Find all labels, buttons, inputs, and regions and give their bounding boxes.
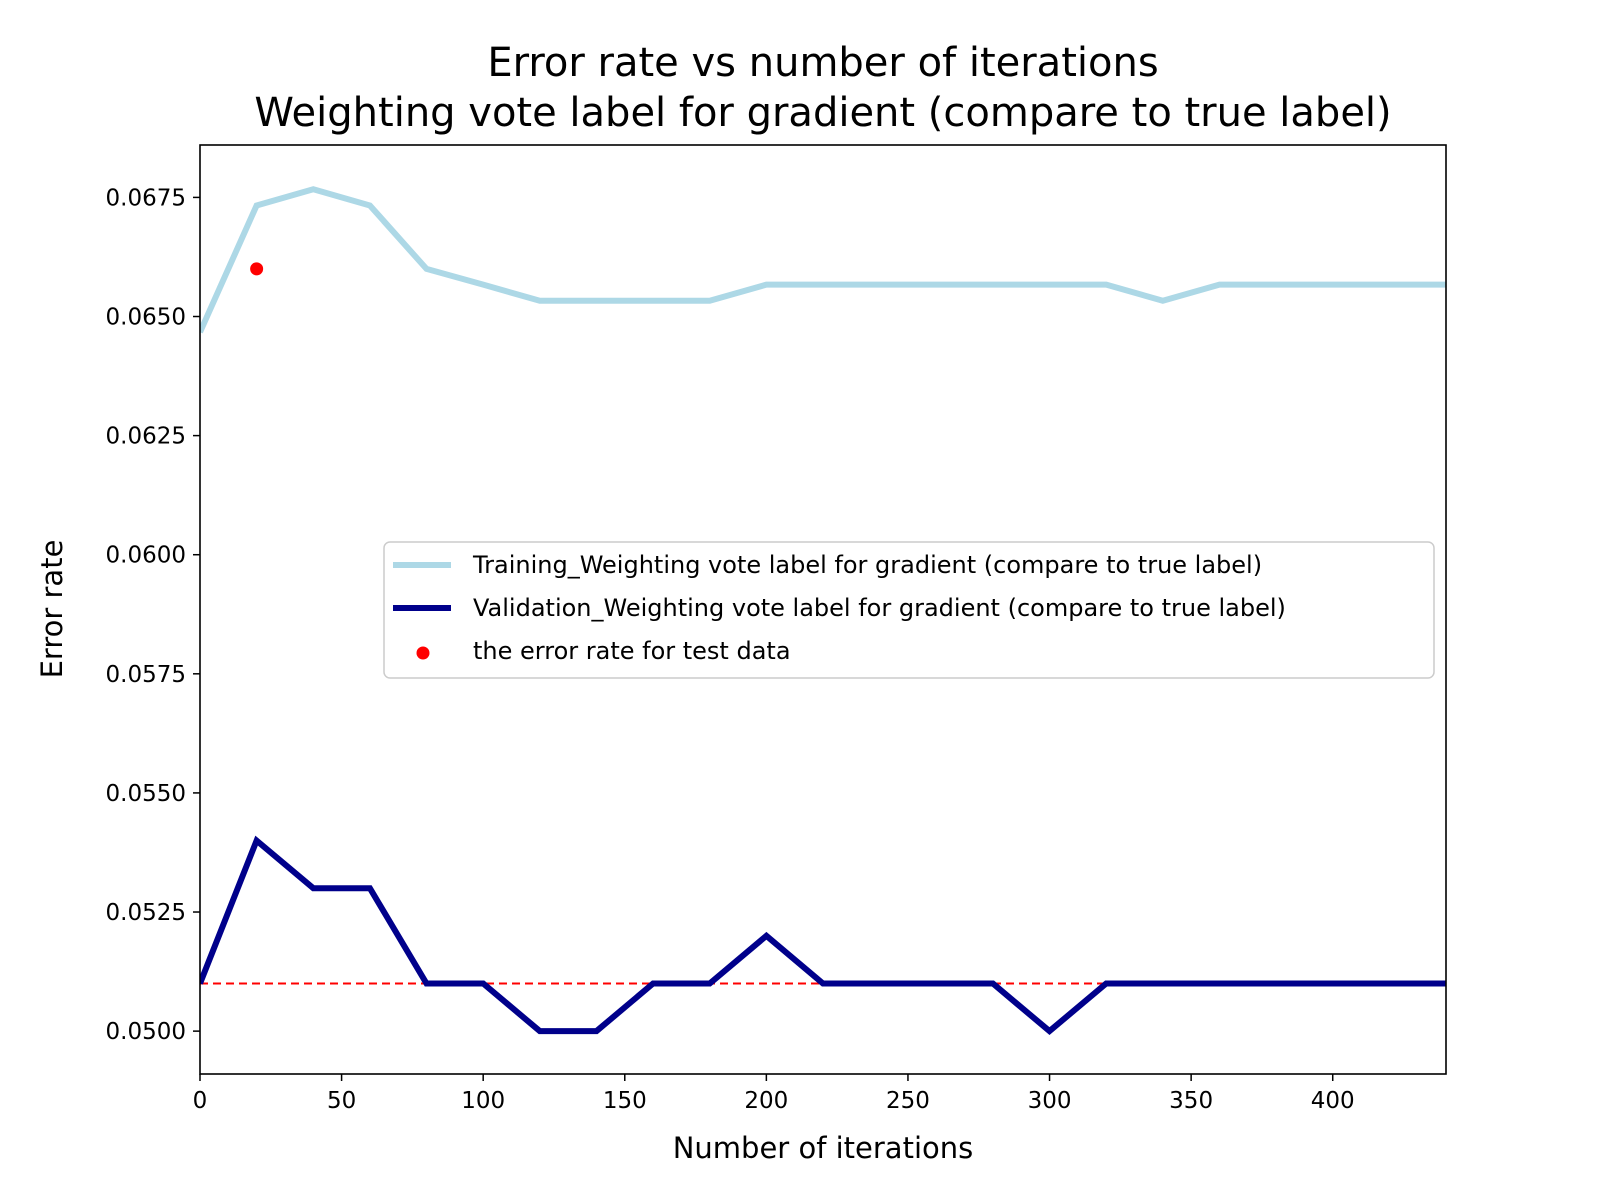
- x-tick-label: 400: [1311, 1088, 1355, 1114]
- x-tick-label: 150: [603, 1088, 647, 1114]
- y-axis-label: Error rate: [35, 540, 69, 679]
- x-tick-label: 300: [1028, 1088, 1072, 1114]
- x-axis-label: Number of iterations: [673, 1131, 974, 1165]
- y-tick-label: 0.0675: [106, 185, 186, 211]
- training-error-line: [200, 186, 1446, 334]
- legend-swatch-test-point: [416, 646, 430, 660]
- y-tick-label: 0.0650: [106, 305, 186, 331]
- legend-label-validation: Validation_Weighting vote label for grad…: [473, 594, 1286, 622]
- x-axis-ticks: 0 50 100 150 200 250 300 350 400: [193, 1074, 1355, 1114]
- legend-label-test-point: the error rate for test data: [473, 637, 791, 665]
- x-tick-label: 350: [1169, 1088, 1213, 1114]
- x-tick-label: 250: [886, 1088, 930, 1114]
- plot-area: [200, 186, 1446, 1036]
- chart-title-line-1: Error rate vs number of iterations: [487, 40, 1158, 86]
- plot-series-group: [200, 186, 1446, 1036]
- legend-label-training: Training_Weighting vote label for gradie…: [472, 551, 1262, 579]
- x-tick-label: 50: [327, 1088, 356, 1114]
- y-tick-label: 0.0575: [106, 662, 186, 688]
- x-tick-label: 100: [461, 1088, 505, 1114]
- legend: Training_Weighting vote label for gradie…: [383, 541, 1435, 679]
- plot-frame: [199, 144, 1447, 1075]
- validation-error-line: [200, 835, 1446, 1036]
- x-tick-label: 0: [193, 1088, 208, 1114]
- legend-box: [383, 541, 1435, 679]
- y-axis-ticks: 0.0500 0.0525 0.0550 0.0575 0.0600 0.0625 0.06…: [106, 185, 200, 1045]
- y-tick-label: 0.0550: [106, 781, 186, 807]
- y-tick-label: 0.0600: [106, 543, 186, 569]
- y-tick-label: 0.0625: [106, 424, 186, 450]
- test-data-point: [250, 262, 264, 276]
- y-tick-label: 0.0500: [106, 1019, 186, 1045]
- x-tick-label: 200: [744, 1088, 788, 1114]
- y-tick-label: 0.0525: [106, 900, 186, 926]
- chart-title-line-2: Weighting vote label for gradient (compa…: [254, 90, 1391, 136]
